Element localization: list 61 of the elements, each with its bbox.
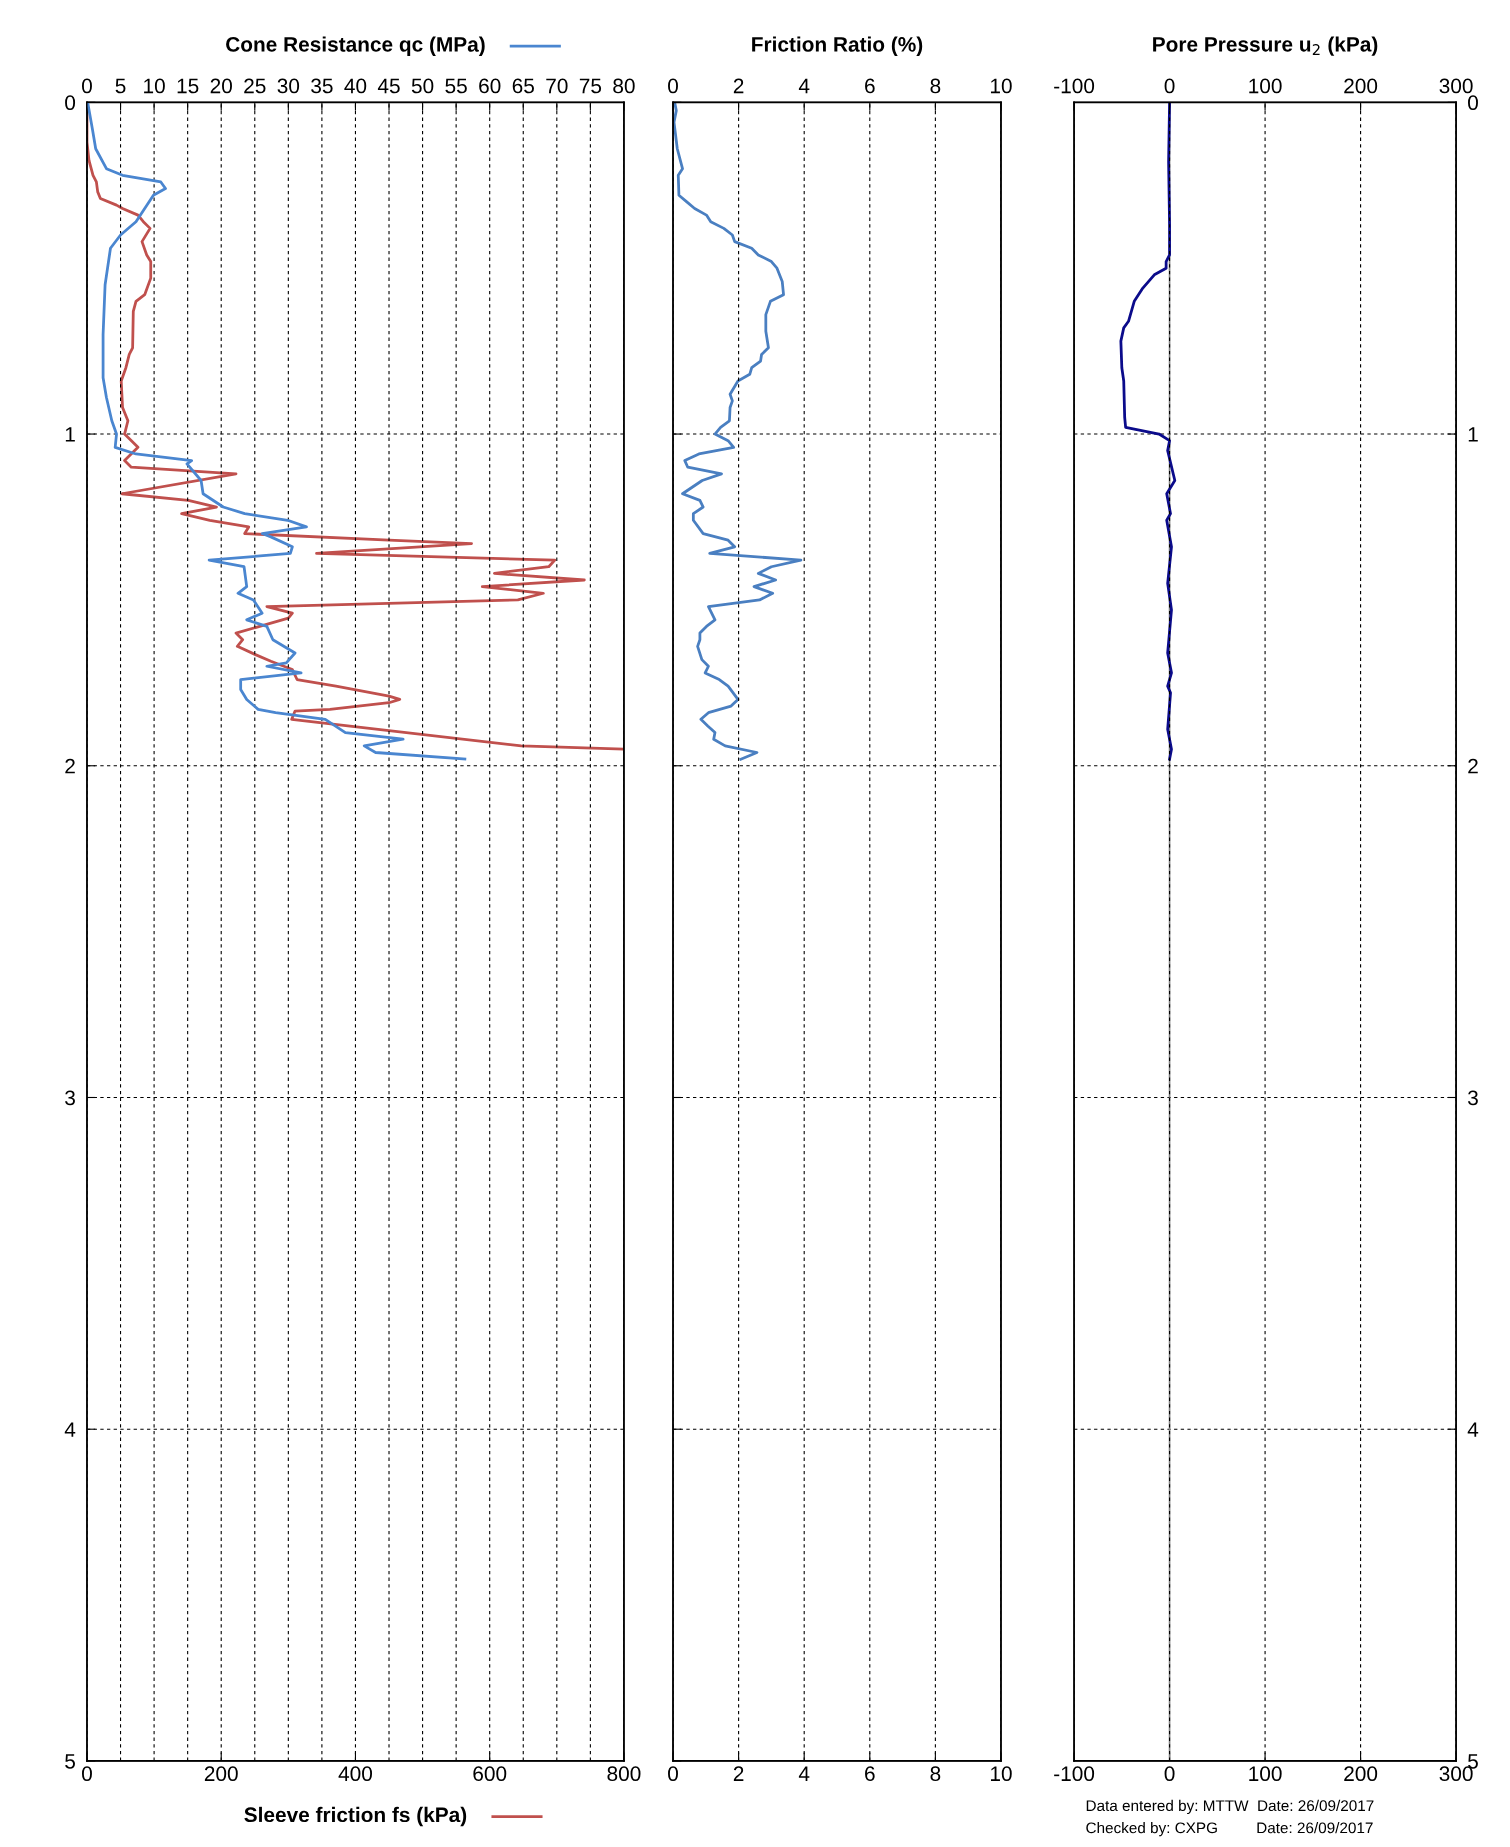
x2-tick-label: 300 xyxy=(1439,78,1473,94)
x-tick-label: 400 xyxy=(338,1766,373,1782)
line-series xyxy=(1119,102,1177,761)
y-tick-label: 4 xyxy=(64,1422,76,1437)
x-tick-label: 4 xyxy=(798,1766,810,1781)
x2-tick-label: 80 xyxy=(613,78,635,94)
x2-tick-label: 70 xyxy=(546,78,568,94)
x2-tick-label: 20 xyxy=(210,78,232,94)
text: Data entered by: MTTW Date: 26/09/2017 xyxy=(1086,1799,1374,1815)
x-tick-label: 0 xyxy=(82,1766,92,1782)
y2-tick-label: 1 xyxy=(1468,427,1478,442)
text: Checked by: CXPG Date: 26/09/2017 xyxy=(1086,1822,1373,1837)
x-tick-label: 0 xyxy=(1164,1766,1175,1782)
x2-tick-label: 30 xyxy=(277,78,300,94)
x2-axis-title: Friction Ratio (%) xyxy=(752,36,923,56)
x2-tick-label: 45 xyxy=(377,78,400,94)
x2-tick-label: 100 xyxy=(1249,78,1282,94)
x-tick-label: 600 xyxy=(473,1766,507,1782)
y-tick-label: 5 xyxy=(65,1754,75,1769)
y2-tick-label: 4 xyxy=(1467,1422,1479,1437)
x2-tick-label: 35 xyxy=(311,78,333,94)
x2-tick-label: 0 xyxy=(82,78,92,94)
x-tick-label: 200 xyxy=(1344,1766,1378,1782)
y-tick-label: 2 xyxy=(65,758,75,774)
x-tick-label: 100 xyxy=(1249,1766,1282,1782)
x2-tick-label: 8 xyxy=(930,78,941,94)
x2-tick-label: 6 xyxy=(865,78,875,94)
x2-tick-label: 60 xyxy=(479,78,501,94)
x-tick-label: 2 xyxy=(733,1766,744,1781)
x2-tick-label: -100 xyxy=(1054,78,1095,94)
x2-tick-label: 0 xyxy=(668,78,678,94)
x2-tick-label: 5 xyxy=(115,78,126,94)
x-tick-label: 0 xyxy=(668,1766,678,1782)
x2-tick-label: 65 xyxy=(512,78,534,94)
x2-tick-label: 10 xyxy=(990,78,1012,94)
y-tick-label: 1 xyxy=(65,427,75,442)
x-tick-label: -100 xyxy=(1054,1766,1095,1782)
x2-tick-label: 40 xyxy=(344,78,367,94)
x2-tick-label: 75 xyxy=(579,78,602,94)
x2-tick-label: 55 xyxy=(445,78,467,94)
x2-tick-label: 15 xyxy=(177,78,199,94)
x2-tick-label: 0 xyxy=(1164,78,1175,94)
x2-tick-label: 2 xyxy=(733,78,744,94)
y2-tick-label: 2 xyxy=(1468,758,1478,774)
x2-tick-label: 200 xyxy=(1344,78,1378,94)
x-axis-title: Sleeve friction fs (kPa) xyxy=(244,1806,467,1827)
x-tick-label: 200 xyxy=(204,1766,238,1782)
x2-axis-title: Pore Pressure u$_{2}$ (kPa) xyxy=(1153,36,1378,56)
y-tick-label: 0 xyxy=(65,95,76,111)
x-tick-label: 10 xyxy=(990,1766,1012,1782)
y2-tick-label: 0 xyxy=(1468,95,1478,111)
x-tick-label: 6 xyxy=(865,1766,875,1782)
x2-tick-label: 4 xyxy=(798,78,810,94)
x2-axis-title: Cone Resistance qc (MPa) xyxy=(226,36,485,56)
y2-tick-label: 3 xyxy=(1468,1090,1478,1106)
x2-tick-label: 10 xyxy=(144,78,165,94)
x2-tick-label: 50 xyxy=(411,78,434,94)
y-tick-label: 3 xyxy=(65,1090,75,1106)
x-tick-label: 800 xyxy=(607,1766,641,1782)
x2-tick-label: 25 xyxy=(244,78,266,94)
x-tick-label: 8 xyxy=(930,1766,941,1782)
